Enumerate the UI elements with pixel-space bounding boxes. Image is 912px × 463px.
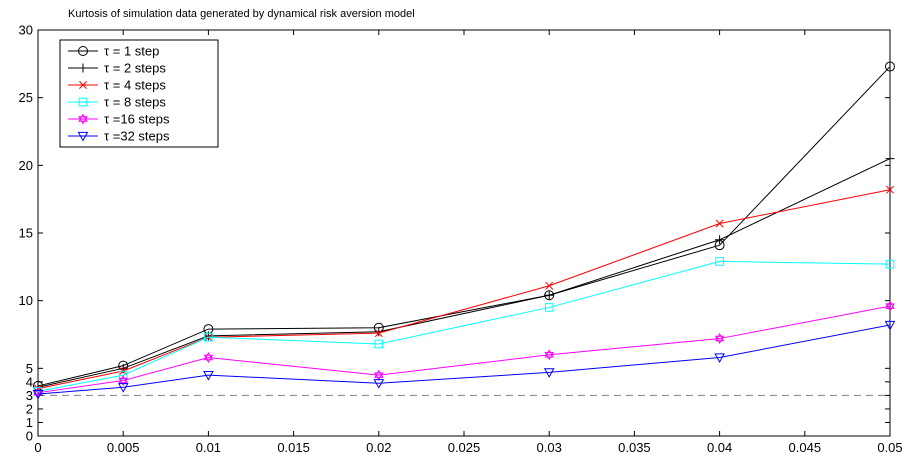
- y-tick-label: 5: [26, 361, 33, 376]
- legend-label: τ = 1 step: [104, 44, 159, 59]
- marker-hexagram: [374, 369, 384, 378]
- marker-triangle-down: [203, 371, 214, 381]
- legend-box: [59, 39, 219, 148]
- marker-hexagram: [203, 352, 214, 361]
- y-tick-label: 4: [26, 374, 33, 389]
- y-tick-label: 3: [26, 388, 33, 403]
- marker-hexagram: [885, 300, 895, 309]
- marker-square: [374, 339, 384, 349]
- marker-triangle-down: [32, 389, 44, 400]
- legend-item: τ =16 steps: [68, 112, 170, 127]
- x-tick-label: 0.025: [448, 440, 481, 455]
- marker-hexagram: [33, 387, 43, 396]
- series-line: [37, 324, 891, 395]
- marker-square: [78, 97, 88, 107]
- marker-plus: [885, 154, 895, 164]
- series-line: [37, 305, 891, 394]
- marker-triangle-down: [373, 379, 385, 389]
- y-tick-label: 10: [19, 293, 33, 308]
- legend-item: τ = 2 steps: [68, 61, 166, 76]
- marker-square: [544, 303, 554, 312]
- marker-triangle-down: [543, 368, 555, 378]
- legend-item: τ = 4 steps: [68, 78, 166, 93]
- marker-square: [885, 259, 895, 269]
- marker-x: [545, 281, 554, 290]
- y-tick-label: 0: [26, 429, 33, 444]
- marker-x: [886, 185, 894, 194]
- y-tick-label: 20: [19, 158, 33, 173]
- marker-plus: [203, 331, 213, 341]
- x-tick-label: 0.05: [877, 440, 902, 455]
- x-tick-label: 0.02: [366, 440, 391, 455]
- marker-x: [715, 219, 724, 228]
- marker-triangle-down: [884, 320, 896, 331]
- y-tick-label: 25: [19, 90, 33, 105]
- x-tick-label: 0: [34, 440, 41, 455]
- marker-square: [118, 370, 128, 380]
- series-3: [34, 185, 894, 393]
- legend-label: τ = 2 steps: [104, 61, 166, 76]
- marker-plus: [715, 235, 725, 245]
- marker-hexagram: [885, 303, 895, 312]
- legend-label: τ = 8 steps: [104, 95, 166, 110]
- series-6: [32, 320, 896, 400]
- legend: τ = 1 step τ = 2 steps τ = 4 steps τ = 8 st…: [59, 39, 219, 148]
- marker-hexagram: [544, 352, 554, 361]
- series-5: [33, 300, 895, 399]
- marker-hexagram: [203, 354, 214, 364]
- marker-hexagram: [118, 375, 128, 384]
- y-tick-label: 30: [19, 23, 33, 38]
- marker-x: [79, 81, 87, 89]
- marker-plus: [544, 290, 554, 300]
- series-layer: [32, 61, 896, 400]
- marker-hexagram: [544, 349, 554, 358]
- x-tick-label: 0.045: [789, 440, 822, 455]
- y-tick-label: 2: [26, 401, 33, 416]
- marker-hexagram: [78, 116, 88, 125]
- x-tick-label: 0.04: [707, 440, 732, 455]
- marker-hexagram: [374, 372, 384, 381]
- y-tick-label: 15: [19, 226, 33, 241]
- legend-label: τ =16 steps: [104, 112, 170, 127]
- x-tick-label: 0.035: [618, 440, 651, 455]
- legend-label: τ = 4 steps: [104, 78, 166, 93]
- y-tick-label: 1: [26, 415, 33, 430]
- x-tick-label: 0.01: [196, 440, 221, 455]
- legend-label: τ =32 steps: [104, 129, 170, 144]
- marker-circle: [78, 46, 88, 56]
- x-tick-label: 0.015: [277, 440, 310, 455]
- legend-item: τ = 1 step: [68, 44, 159, 59]
- marker-triangle-down: [77, 131, 89, 142]
- marker-hexagram: [714, 333, 725, 342]
- marker-circle: [885, 61, 895, 72]
- marker-square: [204, 332, 213, 342]
- marker-x: [374, 329, 383, 338]
- series-4: [33, 257, 895, 396]
- marker-hexagram: [118, 377, 128, 387]
- series-line: [37, 260, 891, 392]
- x-tick-label: 0.005: [107, 440, 140, 455]
- chart-title: Kurtosis of simulation data generated by…: [68, 8, 415, 20]
- legend-item: τ =32 steps: [68, 129, 170, 144]
- series-2: [33, 154, 895, 392]
- marker-plus: [374, 327, 384, 337]
- x-tick-label: 0.03: [537, 440, 562, 455]
- legend-item: τ = 8 steps: [68, 95, 166, 110]
- marker-triangle-down: [117, 383, 129, 393]
- marker-plus: [78, 63, 88, 73]
- marker-square: [715, 257, 724, 266]
- marker-triangle-down: [714, 353, 725, 364]
- series-line: [37, 158, 891, 388]
- marker-hexagram: [78, 113, 88, 122]
- axes-layer: 0 0.005 0.01 0.015 0.02 0.025 0.03 0.035 0.04 0.0…: [19, 23, 903, 456]
- marker-hexagram: [714, 335, 725, 345]
